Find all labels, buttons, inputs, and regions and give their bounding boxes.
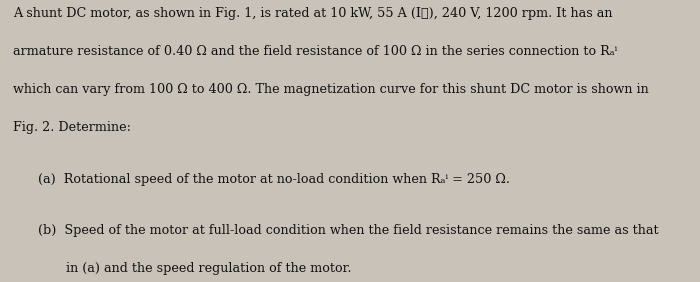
Text: Fig. 2. Determine:: Fig. 2. Determine: xyxy=(13,121,131,134)
Text: armature resistance of 0.40 Ω and the field resistance of 100 Ω in the series co: armature resistance of 0.40 Ω and the fi… xyxy=(13,45,617,58)
Text: (a)  Rotational speed of the motor at no-load condition when Rₐⁱ = 250 Ω.: (a) Rotational speed of the motor at no-… xyxy=(38,173,510,186)
Text: in (a) and the speed regulation of the motor.: in (a) and the speed regulation of the m… xyxy=(38,262,352,275)
Text: (b)  Speed of the motor at full-load condition when the field resistance remains: (b) Speed of the motor at full-load cond… xyxy=(38,224,659,237)
Text: A shunt DC motor, as shown in Fig. 1, is rated at 10 kW, 55 A (Iℓ), 240 V, 1200 : A shunt DC motor, as shown in Fig. 1, is… xyxy=(13,7,612,20)
Text: which can vary from 100 Ω to 400 Ω. The magnetization curve for this shunt DC mo: which can vary from 100 Ω to 400 Ω. The … xyxy=(13,83,648,96)
